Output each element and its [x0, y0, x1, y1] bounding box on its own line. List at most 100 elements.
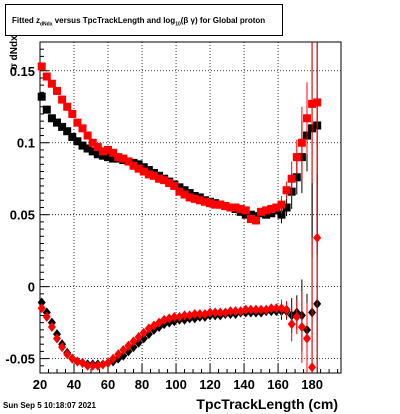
data-point-diamond	[134, 332, 143, 343]
data-point-square	[68, 109, 77, 118]
data-point-square	[287, 174, 296, 183]
x-tick-label: 100	[165, 377, 187, 392]
data-point-square	[53, 118, 62, 127]
data-point-square	[78, 124, 87, 133]
data-point-diamond	[104, 357, 113, 368]
x-tick-label: 120	[199, 377, 221, 392]
data-point-square	[262, 210, 271, 219]
data-point-square	[282, 186, 291, 195]
data-point-square	[241, 210, 250, 219]
data-point-square	[37, 62, 46, 71]
x-tick-label: 160	[267, 377, 289, 392]
data-point-diamond	[226, 306, 235, 317]
data-point-diamond	[195, 308, 204, 319]
data-point-square	[297, 138, 306, 147]
data-point-square	[267, 204, 276, 213]
data-point-square	[129, 161, 138, 170]
data-point-square	[206, 199, 215, 208]
data-point-diamond	[88, 360, 97, 371]
chart-title: Fitted zdNdx versus TpcTrackLength and l…	[12, 16, 265, 28]
data-point-diamond	[47, 321, 56, 332]
data-point-square	[58, 95, 67, 104]
data-point-square	[180, 186, 189, 195]
data-point-diamond	[129, 336, 138, 347]
data-point-square	[292, 173, 301, 182]
data-point-diamond	[206, 307, 215, 318]
data-point-diamond	[170, 311, 179, 322]
y-tick-label: 0	[28, 280, 35, 295]
data-point-square	[231, 203, 240, 212]
data-point-square	[211, 200, 220, 209]
data-point-diamond	[257, 304, 266, 315]
data-point-square	[257, 207, 266, 216]
timestamp: Sun Sep 5 10:18:07 2021	[3, 401, 96, 410]
data-point-diamond	[216, 307, 225, 318]
data-point-diamond	[63, 349, 72, 360]
data-point-square	[63, 102, 72, 111]
data-point-square	[292, 153, 301, 162]
data-point-diamond	[83, 360, 92, 371]
x-tick-label: 140	[233, 377, 255, 392]
data-point-square	[139, 167, 148, 176]
data-point-square	[78, 141, 87, 150]
data-point-square	[47, 114, 56, 123]
data-point-diamond	[267, 303, 276, 314]
plot-frame	[39, 41, 342, 374]
data-point-diamond	[53, 333, 62, 344]
data-point-diamond	[37, 297, 46, 308]
data-point-square	[104, 153, 113, 162]
x-tick-label: 40	[67, 377, 81, 392]
data-point-square	[160, 176, 169, 185]
title-middle: versus TpcTrackLength and log	[52, 16, 176, 25]
data-point-diamond	[287, 319, 296, 330]
data-point-diamond	[37, 303, 46, 314]
data-point-diamond	[124, 340, 133, 351]
data-point-square	[246, 210, 255, 219]
x-tick-label: 180	[301, 377, 323, 392]
x-tick-label: 80	[135, 377, 149, 392]
data-point-diamond	[241, 304, 250, 315]
data-point-square	[63, 127, 72, 136]
data-point-square	[109, 148, 118, 157]
data-point-diamond	[302, 333, 311, 344]
data-point-diamond	[313, 232, 322, 243]
data-point-square	[226, 203, 235, 212]
data-point-square	[139, 163, 148, 172]
data-point-square	[185, 189, 194, 198]
title-subscript-dndx: dNdx	[40, 21, 53, 28]
data-point-square	[68, 132, 77, 141]
data-point-square	[170, 181, 179, 190]
data-point-square	[144, 170, 153, 179]
data-point-square	[149, 171, 158, 180]
data-point-square	[104, 145, 113, 154]
y-tick-label: 0.05	[10, 208, 35, 223]
data-point-square	[119, 154, 128, 163]
data-point-diamond	[231, 306, 240, 317]
data-point-square	[251, 216, 260, 225]
data-point-diamond	[109, 353, 118, 364]
data-point-square	[93, 150, 102, 159]
data-point-square	[165, 179, 174, 188]
data-point-square	[73, 137, 82, 146]
data-point-square	[88, 147, 97, 156]
title-prefix: Fitted z	[12, 16, 40, 25]
title-suffix: (β γ) for Global proton	[180, 16, 266, 25]
data-point-square	[134, 164, 143, 173]
data-point-square	[190, 194, 199, 203]
data-point-square	[282, 203, 291, 212]
data-point-square	[180, 190, 189, 199]
data-point-square	[272, 203, 281, 212]
data-point-square	[83, 144, 92, 153]
data-point-square	[251, 212, 260, 221]
data-point-square	[134, 160, 143, 169]
data-point-square	[83, 131, 92, 140]
data-point-square	[200, 197, 209, 206]
y-tick-label: -0.05	[5, 352, 35, 367]
data-point-square	[246, 215, 255, 224]
data-point-square	[277, 200, 286, 209]
y-tick-label: 0.1	[17, 136, 35, 151]
data-point-square	[124, 157, 133, 166]
data-point-square	[53, 86, 62, 95]
data-point-square	[185, 193, 194, 202]
